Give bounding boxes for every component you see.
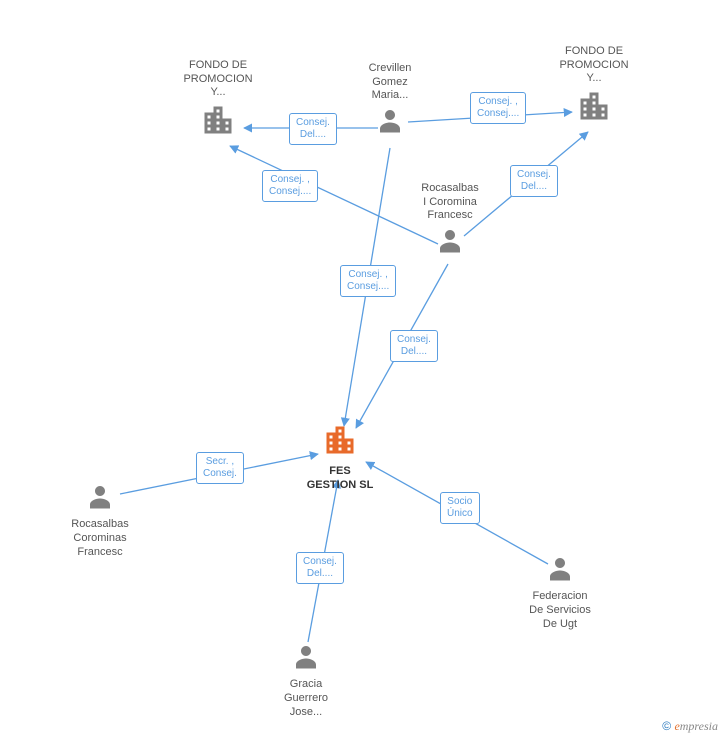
node-label: Crevillen Gomez Maria... (369, 62, 412, 103)
footer-attribution: © empresia (662, 719, 718, 734)
person-icon (375, 105, 405, 140)
company-icon (576, 88, 612, 129)
node-label: FES GESTION SL (307, 465, 374, 493)
edge-label-rocasalbas_i-to-fondo_left: Consej. , Consej.... (262, 170, 318, 202)
brand-rest: mpresia (680, 719, 718, 733)
person-icon (85, 481, 115, 516)
node-rocasalbas_i[interactable]: Rocasalbas I Coromina Francesc (421, 182, 478, 260)
person-icon (291, 641, 321, 676)
company-icon (322, 422, 358, 463)
edge-label-federacion-to-fes: Socio Único (440, 492, 480, 524)
person-icon (545, 553, 575, 588)
node-fondo_right[interactable]: FONDO DE PROMOCION Y... (559, 45, 628, 129)
node-label: FONDO DE PROMOCION Y... (559, 45, 628, 86)
edge-label-crevillen-to-fes: Consej. , Consej.... (340, 265, 396, 297)
node-gracia[interactable]: Gracia Guerrero Jose... (284, 641, 328, 719)
node-crevillen[interactable]: Crevillen Gomez Maria... (369, 62, 412, 140)
node-fes[interactable]: FES GESTION SL (307, 422, 374, 493)
edge-label-rocasalbas_i-to-fondo_right: Consej. Del.... (510, 165, 558, 197)
node-label: Rocasalbas I Coromina Francesc (421, 182, 478, 223)
edge-label-crevillen-to-fondo_right: Consej. , Consej.... (470, 92, 526, 124)
node-rocasalbas_c[interactable]: Rocasalbas Corominas Francesc (71, 481, 128, 559)
edge-label-gracia-to-fes: Consej. Del.... (296, 552, 344, 584)
edge-label-rocasalbas_i-to-fes: Consej. Del.... (390, 330, 438, 362)
node-federacion[interactable]: Federacion De Servicios De Ugt (529, 553, 591, 631)
node-label: FONDO DE PROMOCION Y... (183, 59, 252, 100)
edge-label-rocasalbas_c-to-fes: Secr. , Consej. (196, 452, 244, 484)
node-fondo_left[interactable]: FONDO DE PROMOCION Y... (183, 59, 252, 143)
copyright-symbol: © (662, 719, 671, 733)
edge-label-crevillen-to-fondo_left: Consej. Del.... (289, 113, 337, 145)
node-label: Federacion De Servicios De Ugt (529, 590, 591, 631)
node-label: Gracia Guerrero Jose... (284, 678, 328, 719)
node-label: Rocasalbas Corominas Francesc (71, 518, 128, 559)
company-icon (200, 102, 236, 143)
person-icon (435, 225, 465, 260)
